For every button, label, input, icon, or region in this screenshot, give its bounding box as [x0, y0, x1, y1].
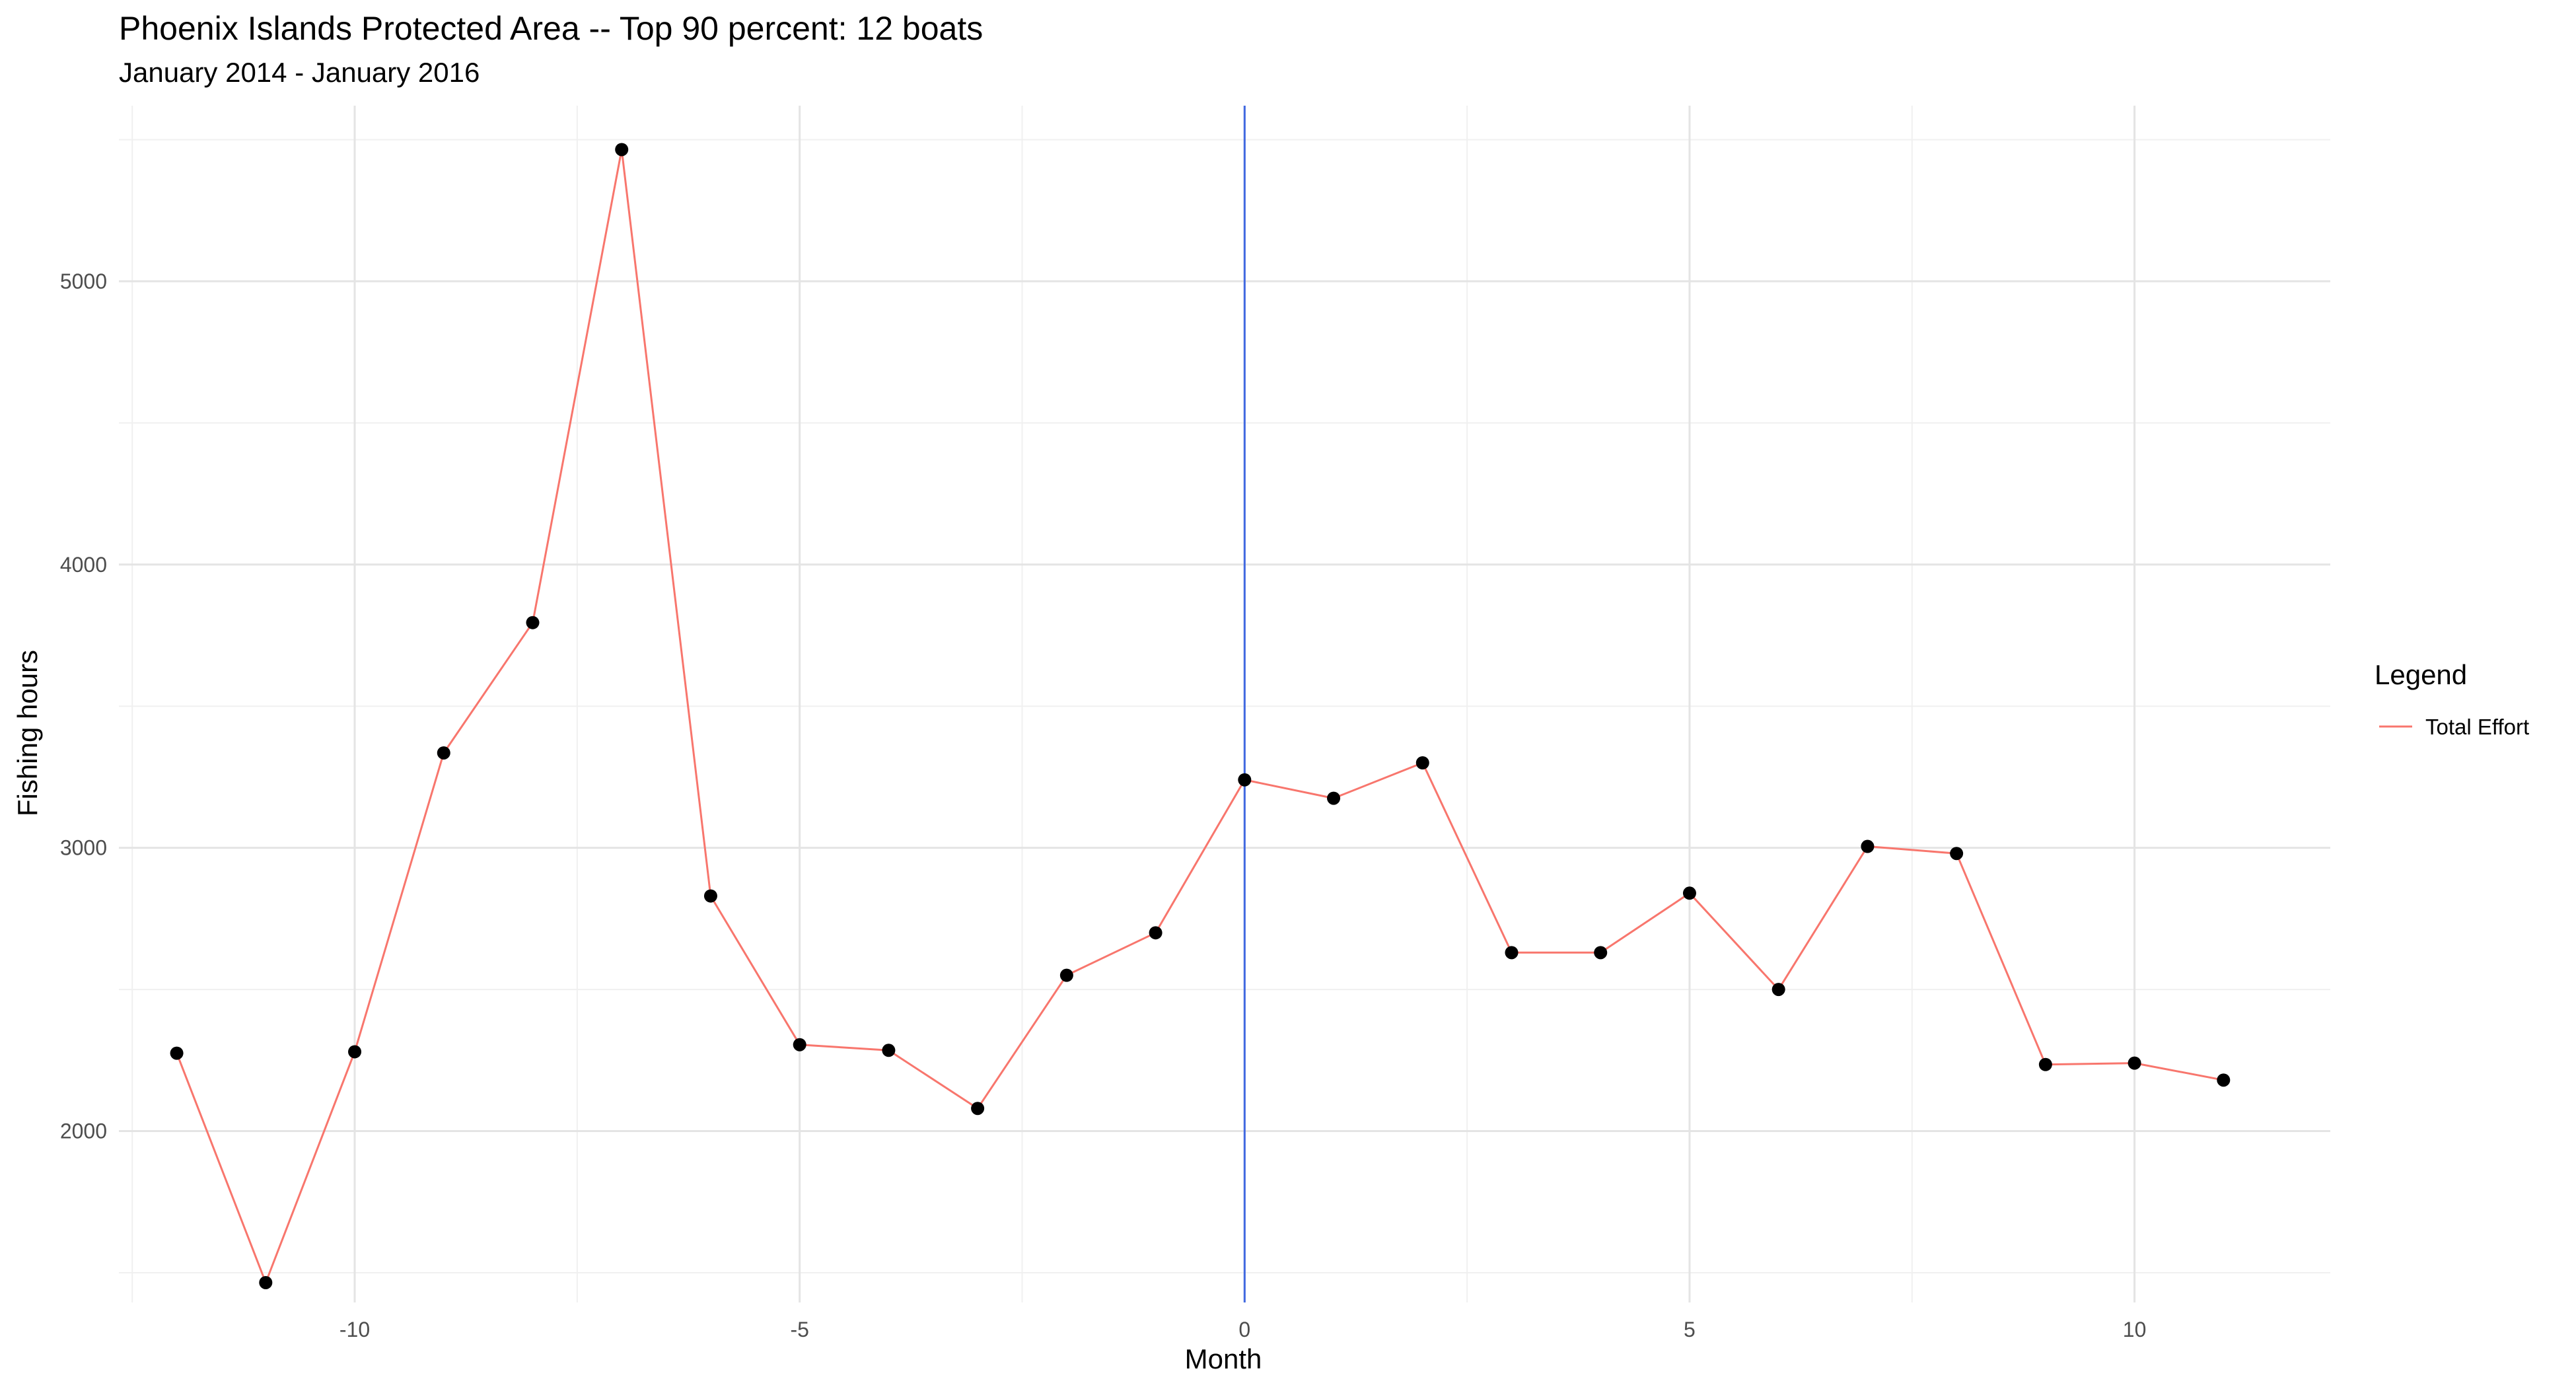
data-point — [1682, 886, 1696, 900]
data-point — [1594, 946, 1608, 960]
data-point — [348, 1045, 362, 1059]
data-point — [259, 1275, 273, 1289]
data-point — [703, 889, 717, 903]
x-tick-label: 0 — [1238, 1318, 1250, 1341]
data-point — [437, 746, 450, 760]
grid — [119, 106, 2330, 1302]
data-point — [971, 1102, 985, 1116]
chart-subtitle: January 2014 - January 2016 — [119, 57, 480, 88]
data-point — [615, 143, 629, 157]
data-point — [2217, 1073, 2231, 1087]
data-point — [1861, 839, 1875, 853]
data-point — [1505, 946, 1519, 960]
data-point — [1950, 847, 1964, 861]
legend-label-total-effort: Total Effort — [2425, 715, 2529, 739]
legend-title: Legend — [2375, 659, 2467, 690]
data-point — [2128, 1056, 2141, 1070]
series-line-total-effort — [176, 149, 2224, 1284]
data-point — [793, 1038, 806, 1051]
data-point — [1059, 968, 1073, 982]
x-tick-label: 10 — [2123, 1318, 2147, 1341]
data-point — [882, 1044, 896, 1057]
chart-title: Phoenix Islands Protected Area -- Top 90… — [119, 10, 984, 47]
series-group — [170, 143, 2231, 1289]
x-tick-label: -5 — [790, 1318, 808, 1341]
y-tick-label: 3000 — [60, 836, 107, 860]
x-axis-title: Month — [1185, 1343, 1262, 1374]
x-tick-label: 5 — [1684, 1318, 1696, 1341]
data-point — [1238, 773, 1252, 787]
data-point — [2038, 1057, 2052, 1071]
data-point — [526, 616, 540, 629]
data-point — [1327, 791, 1341, 805]
legend: Legend Total Effort — [2375, 659, 2529, 739]
y-axis-title: Fishing hours — [12, 650, 43, 816]
data-point — [1415, 756, 1429, 769]
data-point — [1771, 983, 1785, 997]
y-tick-label: 4000 — [60, 553, 107, 577]
data-point — [1149, 926, 1163, 940]
tick-labels: -10 -5 0 5 10 2000 3000 4000 5000 — [60, 269, 2147, 1341]
y-tick-label: 2000 — [60, 1120, 107, 1143]
y-tick-label: 5000 — [60, 269, 107, 293]
x-tick-label: -10 — [340, 1318, 370, 1341]
data-point — [170, 1046, 184, 1060]
